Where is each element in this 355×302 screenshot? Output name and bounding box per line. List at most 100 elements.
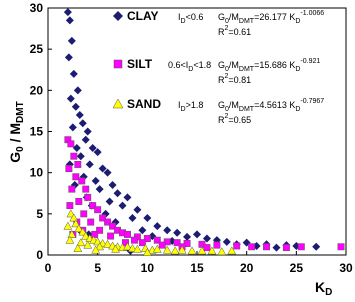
square-marker [109, 222, 117, 230]
diamond-marker [72, 143, 81, 152]
y-axis-label: G0 / MDMT [7, 101, 26, 162]
y-axis-label-part: G [7, 152, 23, 163]
triangle-marker [76, 238, 86, 247]
legend-r2-part: R [218, 75, 225, 85]
square-marker [94, 206, 102, 214]
square-marker [113, 59, 123, 69]
legend-equation-part: =4.5613 K [254, 100, 295, 110]
square-marker [130, 236, 138, 244]
triangle-marker [112, 98, 124, 109]
legend-equation-part: G [218, 100, 225, 110]
legend-condition-part: I [178, 12, 181, 22]
triangle-marker [128, 243, 137, 252]
legend-equation-part: G [218, 12, 225, 22]
square-marker [96, 226, 104, 234]
legend-equation-part: D [295, 18, 300, 25]
diamond-marker [272, 243, 281, 252]
legend-condition: ID>1.8 [178, 100, 203, 113]
triangle-marker [65, 235, 75, 244]
diamond-marker [143, 213, 152, 222]
triangle-marker [81, 231, 91, 240]
legend-equation: G0/MDMT=4.5613 KD-0.7967 [218, 98, 324, 113]
diamond-marker [163, 226, 172, 235]
diamond-marker [69, 69, 78, 78]
diamond-marker [193, 230, 201, 239]
legend-condition: ID<0.6 [178, 12, 203, 25]
square-marker [74, 160, 82, 168]
square-marker [80, 210, 88, 218]
triangle-marker [197, 246, 207, 255]
legend-condition-part: <1.8 [193, 60, 211, 70]
square-marker [153, 236, 161, 244]
legend-r2-part: 2 [225, 113, 229, 120]
y-tick-label: 5 [36, 207, 43, 221]
x-tick-label: 15 [190, 261, 204, 275]
diamond-marker [108, 181, 117, 190]
diamond-marker [81, 135, 90, 144]
triangle-marker [177, 245, 187, 254]
x-tick-label: 25 [290, 261, 304, 275]
square-marker [104, 218, 112, 226]
legend-r2-part: =0.65 [228, 115, 251, 125]
diamond-marker [118, 201, 127, 210]
diamond-marker [183, 232, 192, 241]
triangle-marker [162, 245, 172, 254]
legend-label: SAND [127, 97, 161, 111]
y-axis-label-part: / M [7, 123, 23, 146]
triangle-marker [103, 239, 113, 248]
diamond-marker [63, 8, 72, 17]
diamond-marker [91, 176, 100, 185]
y-axis-label-part: DMT [15, 101, 26, 123]
legend-condition: 0.6<ID<1.8 [168, 60, 211, 73]
legend-label: CLAY [127, 9, 159, 23]
diamond-marker [76, 152, 85, 161]
y-tick-label: 25 [30, 42, 44, 56]
diamond-marker [113, 11, 123, 21]
diamond-marker [105, 197, 114, 206]
diamond-marker [123, 193, 132, 202]
triangle-marker [71, 219, 81, 228]
square-marker [248, 243, 256, 251]
legend-r2: R2=0.61 [218, 25, 251, 37]
x-tick-label: 30 [339, 261, 353, 275]
diamond-marker [73, 86, 82, 95]
legend-r2-part: 2 [225, 25, 229, 32]
diamond-marker [312, 242, 321, 251]
square-marker [233, 242, 241, 250]
diamond-marker [128, 213, 137, 222]
square-marker [75, 198, 83, 205]
square-marker [84, 193, 92, 201]
triangle-marker [111, 244, 120, 253]
legend-r2-part: R [218, 115, 225, 125]
triangle-marker [132, 244, 142, 253]
legend-equation-part: -0.921 [300, 58, 320, 65]
legend-equation: G0/MDMT=26.177 KD-1.0066 [218, 10, 324, 25]
diamond-marker [67, 36, 76, 45]
square-marker [72, 173, 80, 181]
x-axis-label-part: D [325, 287, 332, 298]
diamond-marker [222, 237, 231, 246]
diamond-marker [85, 160, 94, 169]
legend-r2: R2=0.65 [218, 113, 251, 125]
diamond-marker [83, 127, 92, 136]
triangle-marker [187, 246, 197, 255]
square-marker [78, 177, 86, 185]
diamond-marker [103, 168, 112, 177]
legend-condition-part: <0.6 [186, 12, 204, 22]
legend-equation-part: 0 [225, 66, 229, 73]
square-marker [66, 202, 74, 210]
y-tick-label: 10 [30, 166, 44, 180]
square-marker [203, 244, 211, 252]
diamond-marker [173, 228, 182, 237]
legend-condition-part: >1.8 [186, 100, 204, 110]
x-tick-label: 5 [94, 261, 101, 275]
legend-equation-part: D [295, 66, 300, 73]
square-marker [143, 235, 151, 242]
diamond-marker [64, 53, 73, 62]
legend-r2-part: =0.61 [228, 27, 251, 37]
square-marker [99, 214, 107, 222]
legend-equation-part: DMT [239, 18, 255, 25]
legend-equation: G0/MDMT=15.686 KD-0.921 [218, 58, 320, 73]
diamond-marker [202, 234, 211, 243]
